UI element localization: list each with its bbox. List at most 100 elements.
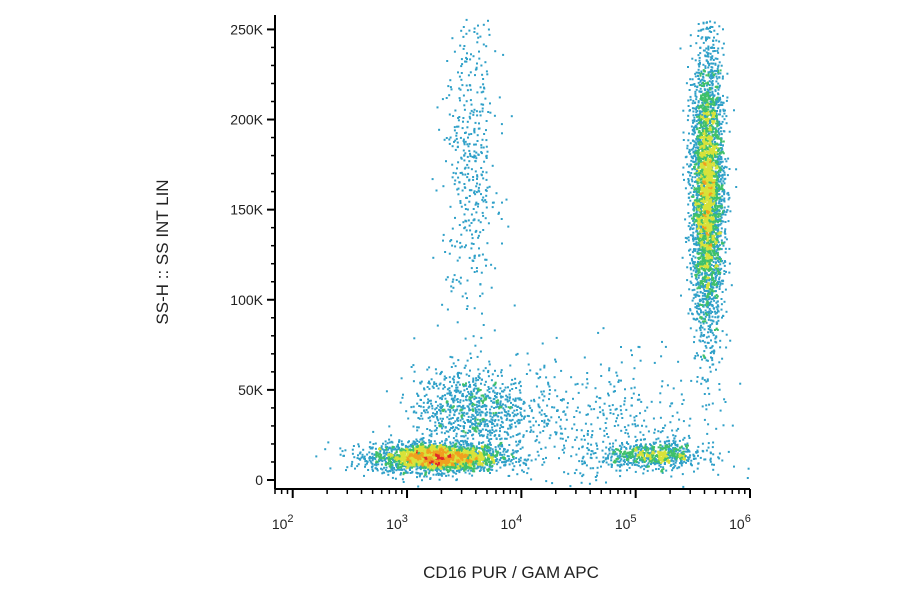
data-point xyxy=(649,458,652,461)
data-point xyxy=(475,467,478,470)
data-point xyxy=(712,268,714,271)
data-point xyxy=(393,461,396,464)
data-point xyxy=(435,454,438,457)
data-point xyxy=(379,450,382,453)
data-point xyxy=(707,318,710,321)
data-point xyxy=(701,442,704,445)
data-point xyxy=(635,461,638,463)
data-point xyxy=(387,454,390,457)
data-point xyxy=(713,201,716,204)
data-point xyxy=(480,454,483,457)
data-point xyxy=(433,446,436,449)
data-point xyxy=(429,478,432,480)
data-point xyxy=(664,457,667,460)
data-point xyxy=(612,452,615,455)
data-point xyxy=(712,352,715,355)
data-point xyxy=(421,463,424,466)
data-point xyxy=(443,468,446,471)
data-point xyxy=(613,459,616,462)
data-point xyxy=(694,306,697,309)
data-point xyxy=(624,450,627,453)
data-point xyxy=(715,198,718,201)
data-point xyxy=(630,452,633,455)
data-point xyxy=(649,443,651,446)
data-point xyxy=(712,226,715,229)
data-point xyxy=(456,440,459,443)
data-point xyxy=(455,472,458,475)
data-point xyxy=(466,460,469,463)
data-point xyxy=(644,443,647,446)
data-point xyxy=(457,459,460,462)
data-point xyxy=(381,460,384,463)
data-point xyxy=(428,472,430,475)
data-point xyxy=(443,442,446,445)
data-point xyxy=(400,472,402,475)
data-point xyxy=(711,446,714,449)
data-point xyxy=(632,447,635,450)
data-point xyxy=(433,457,436,460)
data-point xyxy=(358,457,361,460)
data-point xyxy=(381,472,384,475)
data-point xyxy=(438,459,441,462)
data-point xyxy=(380,459,382,462)
data-point xyxy=(523,458,526,461)
data-point xyxy=(420,437,423,440)
data-point xyxy=(717,221,719,224)
data-point xyxy=(652,441,655,444)
data-point xyxy=(364,465,366,468)
data-point xyxy=(720,149,723,152)
data-point xyxy=(407,441,410,444)
data-point xyxy=(426,466,429,469)
data-point xyxy=(398,439,401,442)
data-point xyxy=(409,444,412,446)
data-point xyxy=(452,464,455,467)
data-point xyxy=(456,450,459,453)
data-point xyxy=(384,440,387,443)
data-point xyxy=(401,454,404,457)
data-point xyxy=(642,455,644,458)
data-point xyxy=(462,461,465,463)
data-point xyxy=(427,445,430,448)
data-point xyxy=(384,452,387,455)
data-point xyxy=(416,467,419,470)
data-point xyxy=(420,455,423,458)
data-point xyxy=(718,276,721,279)
data-point xyxy=(596,471,599,474)
data-point xyxy=(657,462,660,465)
data-point xyxy=(611,448,614,451)
data-point xyxy=(708,80,711,83)
data-point xyxy=(694,248,697,251)
data-point xyxy=(435,473,438,476)
data-point xyxy=(608,442,611,445)
data-point xyxy=(483,457,486,460)
data-point xyxy=(715,294,718,296)
data-point xyxy=(425,475,428,478)
data-point xyxy=(687,460,690,462)
data-point xyxy=(432,443,435,446)
data-point xyxy=(692,219,695,222)
data-point xyxy=(664,445,667,448)
data-point xyxy=(712,70,715,73)
data-point xyxy=(363,455,366,458)
data-point xyxy=(653,459,656,462)
data-point xyxy=(660,451,662,454)
data-point xyxy=(722,180,725,183)
data-point xyxy=(715,252,718,255)
data-point xyxy=(435,445,438,448)
data-point xyxy=(419,447,422,450)
data-point xyxy=(505,459,508,462)
data-point xyxy=(701,78,704,81)
data-point xyxy=(422,452,424,455)
data-point xyxy=(654,441,657,444)
data-point xyxy=(668,442,671,445)
data-point xyxy=(472,457,475,460)
data-point xyxy=(663,459,666,461)
data-point xyxy=(502,456,505,459)
data-point xyxy=(594,452,597,454)
data-point xyxy=(718,235,721,238)
data-point xyxy=(441,445,444,448)
data-point xyxy=(447,457,450,460)
data-point xyxy=(467,456,470,459)
data-point xyxy=(522,470,525,473)
data-point xyxy=(391,457,394,460)
